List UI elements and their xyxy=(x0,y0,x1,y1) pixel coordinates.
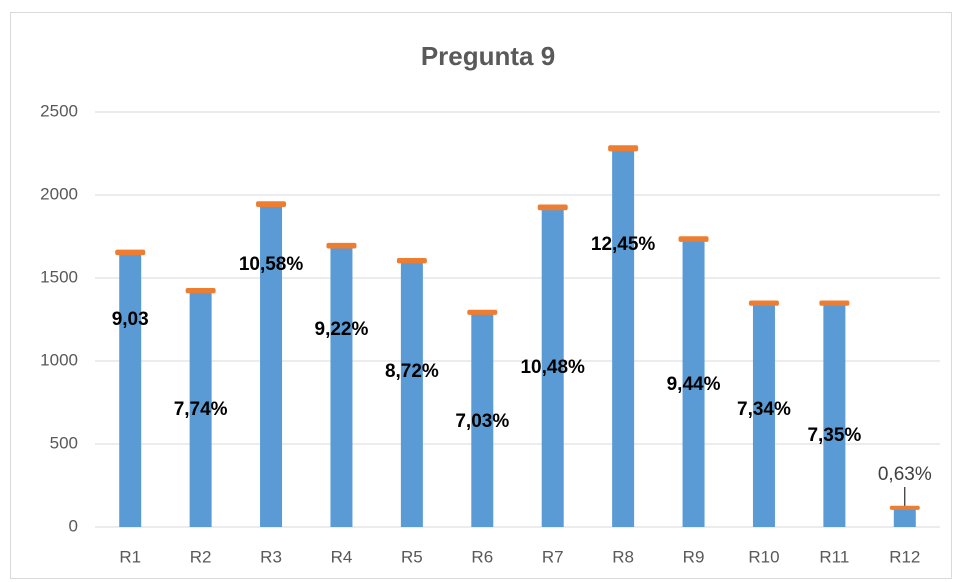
bar xyxy=(471,312,494,527)
x-tick-label: R4 xyxy=(331,547,353,566)
x-tick-label: R9 xyxy=(683,547,705,566)
bar xyxy=(189,291,212,527)
y-tick-label: 500 xyxy=(50,433,78,452)
data-label: 10,48% xyxy=(520,357,585,378)
data-label: 12,45% xyxy=(591,234,656,255)
bar xyxy=(119,253,142,527)
y-tick-label: 0 xyxy=(69,516,78,535)
y-tick-label: 2000 xyxy=(40,184,78,203)
bar xyxy=(260,204,283,527)
bar-cap xyxy=(748,300,779,306)
bar xyxy=(330,246,353,527)
bar-cap xyxy=(256,201,287,207)
data-label: 10,58% xyxy=(239,254,304,275)
y-tick-label: 1000 xyxy=(40,350,78,369)
x-tick-label: R11 xyxy=(819,547,849,566)
data-label: 0,63% xyxy=(878,464,932,485)
bar xyxy=(400,261,423,527)
bar-cap xyxy=(537,204,568,211)
bar-cap xyxy=(678,236,709,242)
bar xyxy=(752,303,775,527)
data-label: 7,34% xyxy=(737,399,791,420)
bar xyxy=(823,303,846,527)
bar xyxy=(541,208,564,527)
x-tick-label: R2 xyxy=(190,547,212,566)
bar-cap xyxy=(115,249,146,256)
bar-cap xyxy=(185,287,216,294)
x-tick-label: R5 xyxy=(401,547,423,566)
x-tick-label: R8 xyxy=(612,547,634,566)
bar-cap xyxy=(608,145,639,152)
y-tick-label: 2500 xyxy=(40,101,78,120)
data-label: 9,44% xyxy=(667,374,721,395)
data-label: 7,35% xyxy=(807,425,861,446)
data-label: 7,03% xyxy=(455,411,509,432)
x-tick-label: R3 xyxy=(260,547,282,566)
bar-cap xyxy=(467,309,498,315)
chart-title: Pregunta 9 xyxy=(421,41,555,71)
data-label: 9,03 xyxy=(112,309,149,330)
y-tick-label: 1500 xyxy=(40,267,78,286)
bar-cap xyxy=(396,257,427,264)
x-tick-label: R1 xyxy=(119,547,141,566)
x-tick-label: R12 xyxy=(889,547,920,566)
x-tick-label: R6 xyxy=(471,547,493,566)
x-tick-label: R10 xyxy=(748,547,779,566)
bar xyxy=(612,149,635,527)
bar-cap xyxy=(326,242,357,249)
bar xyxy=(893,507,916,527)
bar xyxy=(682,239,705,527)
data-label: 8,72% xyxy=(385,361,439,382)
x-tick-label: R7 xyxy=(542,547,564,566)
data-label: 7,74% xyxy=(174,399,228,420)
data-label: 9,22% xyxy=(315,319,369,340)
bar-cap xyxy=(819,300,850,306)
